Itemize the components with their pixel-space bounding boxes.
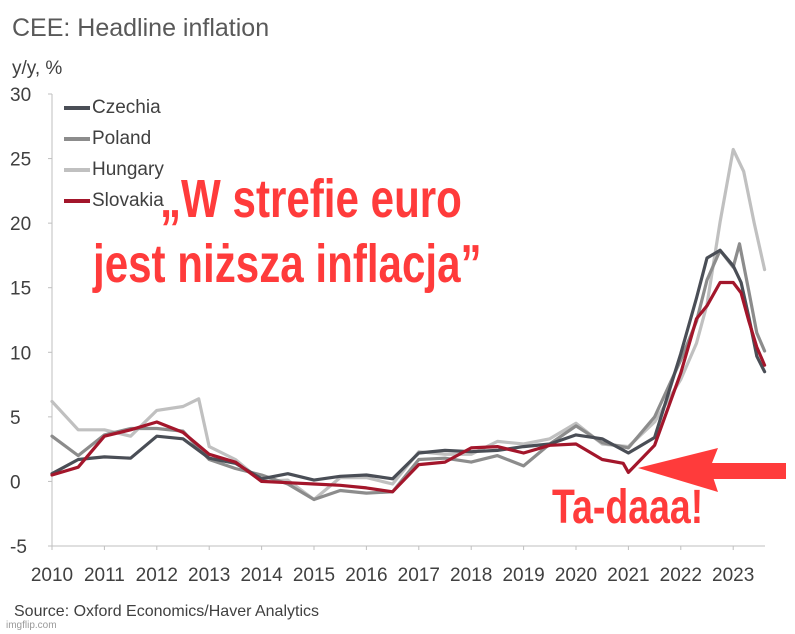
legend-label-poland: Poland	[92, 127, 152, 149]
legend-item-poland: Poland	[64, 123, 164, 154]
series-line-hungary	[50, 147, 767, 502]
arrow-head	[638, 448, 718, 492]
x-tick-label: 2015	[293, 565, 335, 586]
x-tick-label: 2014	[240, 565, 283, 586]
x-tick-label: 2012	[136, 565, 178, 586]
y-tick-label: -5	[10, 537, 27, 558]
series-line-slovakia	[50, 280, 767, 494]
legend-swatch-hungary	[64, 167, 90, 172]
legend: Czechia Poland Hungary Slovakia	[64, 92, 164, 216]
arrow-shaft	[708, 463, 786, 479]
chart-series	[50, 147, 767, 502]
red-arrow-icon	[638, 448, 786, 492]
watermark: imgflip.com	[6, 620, 57, 631]
y-tick-label: 5	[10, 408, 21, 429]
legend-item-slovakia: Slovakia	[64, 185, 164, 216]
y-tick-label: 20	[10, 214, 31, 235]
x-tick-label: 2013	[188, 565, 230, 586]
legend-swatch-czechia	[64, 105, 90, 110]
y-axis-label: y/y, %	[12, 58, 63, 79]
x-tick-label: 2010	[31, 565, 73, 586]
y-tick-label: 0	[10, 472, 21, 493]
legend-label-hungary: Hungary	[92, 158, 164, 180]
chart-axes: -5 0 5 10 15 20 25 30 2010 2011 2012 2013 2014 2015 20…	[10, 85, 765, 586]
legend-item-czechia: Czechia	[64, 92, 164, 123]
legend-label-czechia: Czechia	[92, 96, 161, 118]
legend-item-hungary: Hungary	[64, 154, 164, 185]
y-tick-label: 10	[10, 343, 31, 364]
meme-text-line-2: jest niższa inflacja”	[93, 234, 482, 294]
x-tick-label: 2023	[712, 565, 754, 586]
x-tick-label: 2011	[84, 565, 125, 586]
y-tick-label: 15	[10, 279, 31, 300]
chart-title: CEE: Headline inflation	[12, 14, 270, 42]
x-tick-label: 2022	[660, 565, 702, 586]
legend-label-slovakia: Slovakia	[92, 189, 164, 211]
x-tick-label: 2020	[555, 565, 597, 586]
legend-swatch-slovakia	[64, 198, 90, 203]
y-tick-label: 30	[10, 85, 31, 106]
source-note: Source: Oxford Economics/Haver Analytics	[14, 603, 320, 620]
x-tick-label: 2017	[398, 565, 440, 586]
y-tick-label: 25	[10, 150, 31, 171]
x-tick-label: 2018	[450, 565, 492, 586]
meme-text-line-1: „W strefie euro	[160, 169, 462, 229]
meme-text-tadaa: Ta-daaa!	[552, 481, 704, 534]
x-tick-label: 2016	[345, 565, 387, 586]
series-line-czechia	[50, 248, 767, 482]
x-tick-label: 2019	[502, 565, 544, 586]
x-tick-label: 2021	[607, 565, 649, 586]
legend-swatch-poland	[64, 136, 90, 141]
